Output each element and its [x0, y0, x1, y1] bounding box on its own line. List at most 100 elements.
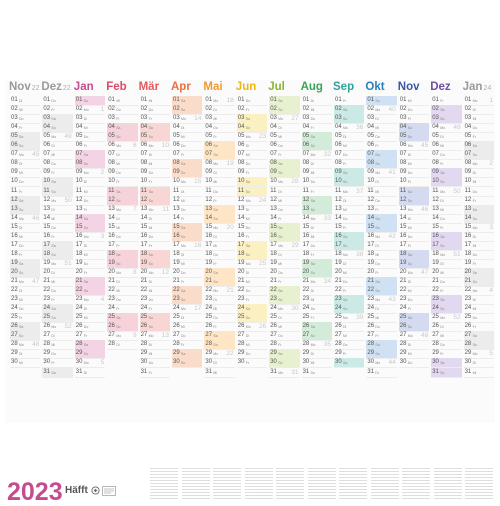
day-cell: 27 Mo 13 [140, 331, 170, 340]
day-number: 13 [270, 205, 277, 212]
weekday-label: Fr [19, 316, 23, 321]
day-number: 16 [43, 232, 51, 239]
day-number: 05 [43, 133, 51, 140]
day-cell: 13 Mi [431, 205, 461, 214]
day-number: 12 [237, 196, 245, 203]
day-number: 04 [237, 124, 245, 131]
weekday-label: Do [375, 325, 380, 330]
weekday-label: Sa [310, 325, 315, 330]
month-name: Nov [397, 81, 420, 93]
weekday-label: Fr [245, 361, 250, 366]
day-separator [431, 267, 462, 269]
weekday-label: Mo [375, 361, 381, 366]
day-separator [366, 141, 397, 143]
day-number: 11 [432, 187, 439, 194]
day-cell: 14 Mo 46 [10, 214, 40, 223]
weekday-label: Di [375, 243, 379, 248]
weekday-label: Mi [472, 180, 477, 185]
weekday-label: So [375, 99, 380, 103]
day-cell: 17 Mi [464, 241, 494, 250]
week-number: 4 [489, 287, 493, 295]
day-cell: 01 Di [10, 96, 40, 105]
day-number: 03 [270, 115, 277, 122]
day-cell: 27 Mi [431, 331, 461, 340]
day-number: 17 [367, 241, 375, 248]
weekday-label: So [116, 198, 121, 203]
weekday-label: Fr [278, 153, 282, 158]
day-number: 24 [270, 305, 277, 312]
day-number: 23 [399, 296, 407, 303]
day-separator [301, 249, 332, 251]
day-separator [236, 204, 268, 206]
day-cell: 01 Fr [334, 96, 364, 105]
day-number: 17 [205, 241, 213, 248]
day-number: 02 [399, 106, 407, 113]
day-number: 23 [335, 296, 342, 303]
day-number: 20 [205, 268, 213, 275]
month-header: Aug [301, 80, 333, 94]
day-cell: 11 Sa [398, 186, 430, 196]
weekday-label: Mo [278, 307, 284, 312]
brand-name: Häfft [65, 485, 88, 496]
day-number: 04 [11, 124, 18, 131]
day-cell: 15 Mi [140, 223, 170, 232]
day-number: 07 [302, 151, 310, 158]
publisher-logo-icon [102, 486, 116, 496]
week-number: 47 [32, 278, 40, 285]
weekday-label: Mo [148, 144, 154, 149]
weekday-label: Mi [83, 252, 88, 257]
day-cell: 07 So [204, 150, 235, 160]
weekday-label: Di [116, 216, 120, 221]
day-separator [301, 114, 332, 116]
day-number: 18 [432, 250, 439, 257]
weekday-label: Mi [116, 289, 120, 294]
week-number: 1 [100, 106, 105, 114]
weekday-label: Mo [310, 153, 316, 158]
day-cell: 24 Do [10, 304, 40, 313]
day-cell: 21 So [204, 277, 235, 286]
weekday-label: Mo [407, 207, 413, 212]
day-cell: 12 So [139, 195, 170, 205]
day-separator [431, 258, 462, 260]
day-number: 16 [432, 232, 439, 239]
day-number: 04 [367, 124, 375, 131]
day-cell: 03 Sa [236, 114, 268, 124]
day-cell: 04 So [42, 123, 73, 133]
day-separator [42, 141, 73, 143]
day-cell: 26 Do [366, 322, 396, 331]
weekday-label: Di [51, 334, 55, 339]
day-number: 11 [108, 187, 115, 194]
day-separator [398, 177, 430, 179]
day-separator [74, 123, 106, 125]
day-number: 15 [108, 223, 115, 230]
weekday-label: Mo [440, 126, 446, 131]
weekday-label: Do [407, 234, 413, 239]
day-number: 25 [11, 314, 18, 321]
weekday-label: Di [343, 325, 347, 330]
day-number: 22 [140, 287, 148, 294]
day-separator [301, 240, 332, 242]
day-cell: 26 Di [431, 322, 461, 331]
weekday-label: So [51, 252, 56, 257]
day-number: 14 [464, 214, 472, 221]
weekday-label: Sa [407, 126, 413, 131]
day-cell: 27 Di [42, 331, 72, 340]
day-number: 06 [302, 142, 310, 149]
weekday-label: Fr [51, 361, 55, 366]
day-cell: 22 Sa [269, 286, 300, 296]
day-cell: 10 Do [302, 177, 332, 186]
weekday-label: Fr [310, 189, 314, 194]
day-cell: 12 Sa [10, 195, 41, 205]
day-separator [236, 132, 268, 134]
day-separator [269, 322, 300, 324]
day-separator [334, 367, 365, 369]
weekday-label: Do [440, 153, 445, 158]
day-number: 01 [173, 97, 180, 103]
day-cell: 18 Sa [398, 249, 430, 259]
day-separator [334, 141, 365, 143]
day-number: 20 [464, 268, 472, 275]
day-number: 03 [173, 115, 180, 122]
weekday-label: So [181, 234, 186, 239]
weekday-label: Di [51, 270, 55, 275]
weekday-label: Sa [278, 289, 283, 294]
